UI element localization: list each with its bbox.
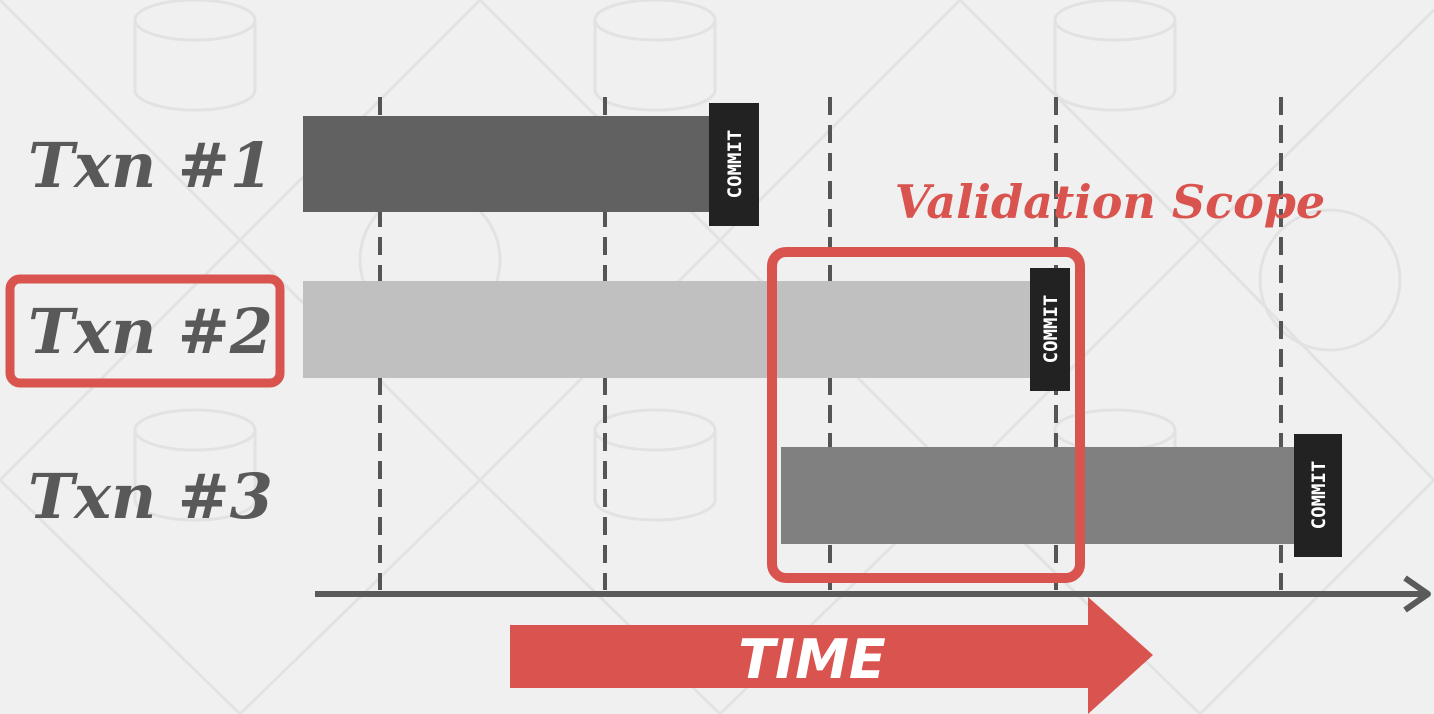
txn-3-label: Txn #3 (28, 460, 273, 533)
txn-1-commit-marker: COMMIT (709, 103, 759, 226)
txn-2-highlight-box (5, 274, 285, 388)
txn-1-bar (303, 116, 711, 212)
txn-3-commit-marker: COMMIT (1294, 434, 1342, 557)
time-arrow-label: TIME (738, 628, 886, 691)
time-arrow: TIME (510, 597, 1153, 714)
txn-3-commit-label: COMMIT (1308, 461, 1330, 530)
txn-1-commit-label: COMMIT (724, 130, 746, 199)
validation-scope-label: Validation Scope (895, 175, 1325, 229)
time-axis (315, 575, 1431, 613)
txn-2-label: Txn #2 (28, 295, 273, 368)
validation-scope-box (767, 247, 1085, 583)
txn-2-bar (303, 281, 1033, 378)
time-axis-arrowhead (1403, 575, 1431, 613)
txn-2-commit-marker: COMMIT (1030, 268, 1070, 391)
txn-3-bar (781, 447, 1294, 544)
txn-2-commit-label: COMMIT (1040, 295, 1062, 364)
txn-1-label: Txn #1 (28, 129, 273, 202)
